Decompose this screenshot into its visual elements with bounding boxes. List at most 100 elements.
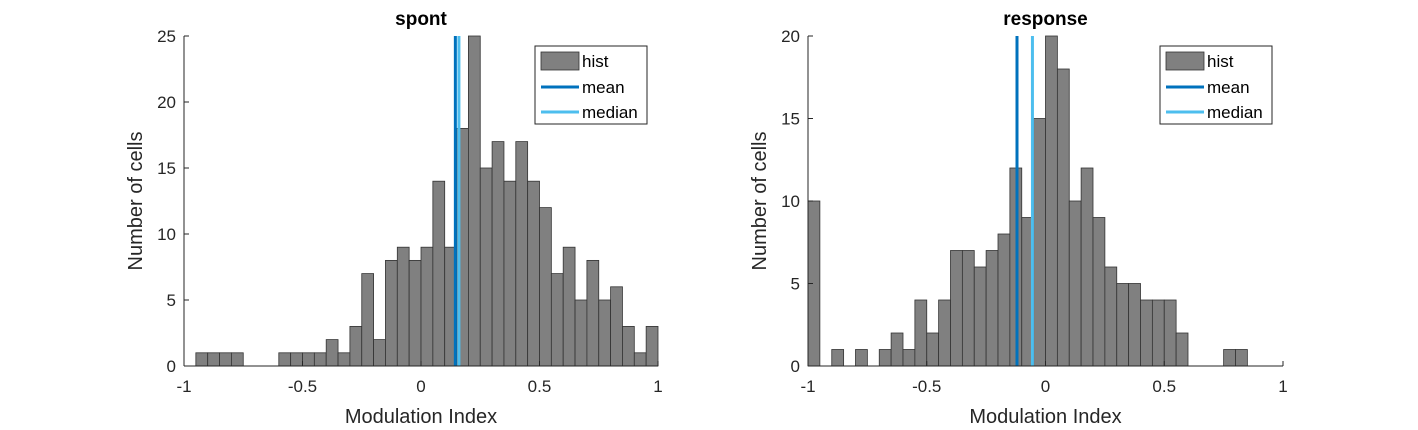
y-tick-label: 10 (781, 192, 800, 211)
histogram-bar (373, 339, 386, 367)
histogram-bar (1033, 118, 1046, 367)
y-tick-label: 5 (791, 275, 800, 294)
histogram-bar (515, 141, 529, 367)
histogram-bar (610, 286, 623, 367)
y-tick-label: 20 (157, 93, 176, 112)
histogram-bar (950, 250, 963, 367)
chart-title: response (1003, 9, 1087, 30)
histogram-bar (230, 352, 244, 367)
y-tick-label: 15 (157, 159, 176, 178)
histogram-bar (1080, 167, 1094, 367)
legend: hist mean median (1159, 45, 1273, 125)
legend-median-label: median (1207, 103, 1263, 122)
y-tick-label: 0 (167, 357, 176, 376)
histogram-bar (337, 352, 351, 367)
histogram-bar (926, 332, 940, 367)
histogram-bar (961, 250, 975, 367)
histogram-bar (914, 299, 928, 367)
x-axis-label: Modulation Index (969, 406, 1121, 428)
histogram-bar (385, 259, 398, 367)
x-tick-label: 0.5 (1152, 377, 1176, 396)
histogram-bar (408, 259, 422, 367)
legend-hist-label: hist (1207, 52, 1234, 71)
histogram-bar (290, 352, 303, 367)
histogram-bar (1116, 283, 1130, 367)
histogram-bar (396, 246, 410, 367)
histogram-bar (503, 180, 517, 367)
histogram-bar (1175, 332, 1189, 367)
histogram-bar (645, 325, 659, 367)
histogram-bar (878, 349, 892, 367)
histogram-bar (1128, 283, 1141, 367)
histogram-bar (902, 349, 916, 367)
x-tick-label: -0.5 (912, 377, 941, 396)
histogram-bar (1223, 349, 1236, 367)
histogram-bar (622, 325, 635, 367)
legend-hist-label: hist (582, 52, 609, 71)
x-tick-label: 1 (653, 377, 662, 396)
legend: hist mean median (534, 45, 648, 125)
histogram-bar (432, 180, 446, 367)
y-tick-label: 0 (791, 357, 800, 376)
histogram-bar (831, 349, 845, 367)
histogram-bar (1140, 299, 1153, 367)
histogram-bar (325, 339, 339, 367)
x-tick-label: 0 (416, 377, 425, 396)
histogram-bar (302, 352, 315, 367)
y-tick-label: 15 (781, 110, 800, 129)
legend-mean-label: mean (582, 78, 625, 97)
x-tick-label: -0.5 (288, 377, 317, 396)
histogram-bar (586, 259, 600, 367)
x-tick-label: 1 (1278, 377, 1287, 396)
histogram-bar (527, 180, 540, 367)
histogram-bar (633, 352, 647, 367)
histogram-bar (1104, 266, 1118, 367)
histogram-bar (938, 299, 951, 367)
histogram-bar (598, 299, 612, 367)
histogram-bar (207, 352, 220, 367)
legend-hist-swatch (1165, 51, 1205, 71)
x-tick-label: 0 (1041, 377, 1050, 396)
y-tick-label: 10 (157, 225, 176, 244)
legend-mean-label: mean (1207, 78, 1250, 97)
histogram-bar (361, 273, 375, 367)
histogram-bar (1151, 299, 1165, 367)
histogram-bar (985, 250, 999, 367)
histogram-bar (550, 273, 564, 367)
y-axis-label: Number of cells (749, 132, 771, 271)
histogram-bar (349, 325, 363, 367)
y-tick-label: 25 (157, 27, 176, 46)
histogram-bar (467, 35, 481, 367)
histogram-bar (1056, 68, 1070, 367)
histogram-bar (219, 352, 232, 367)
histogram-bar (278, 352, 292, 367)
histogram-bar (313, 352, 327, 367)
histogram-bar (539, 207, 552, 367)
x-tick-label: 0.5 (528, 377, 552, 396)
histogram-bar (1163, 299, 1177, 367)
histogram-bar (491, 141, 505, 367)
x-tick-label: -1 (800, 377, 815, 396)
histogram-bar (973, 266, 987, 367)
histogram-bar (890, 332, 904, 367)
legend-hist-swatch (540, 51, 580, 71)
x-tick-label: -1 (176, 377, 191, 396)
histogram-bar (855, 349, 868, 367)
histogram-bar (1045, 35, 1058, 367)
histogram-bar (1235, 349, 1248, 367)
histogram-bar (1068, 200, 1082, 367)
histogram-bar (997, 233, 1011, 367)
x-axis-label: Modulation Index (345, 406, 497, 428)
histogram-bar (420, 246, 434, 367)
histogram-bar (479, 167, 493, 367)
y-tick-label: 5 (167, 291, 176, 310)
chart-title: spont (395, 9, 447, 30)
histogram-bar (1092, 217, 1106, 367)
histogram-bar (574, 299, 588, 367)
legend-median-label: median (582, 103, 638, 122)
y-tick-label: 20 (781, 27, 800, 46)
y-axis-label: Number of cells (125, 132, 147, 271)
